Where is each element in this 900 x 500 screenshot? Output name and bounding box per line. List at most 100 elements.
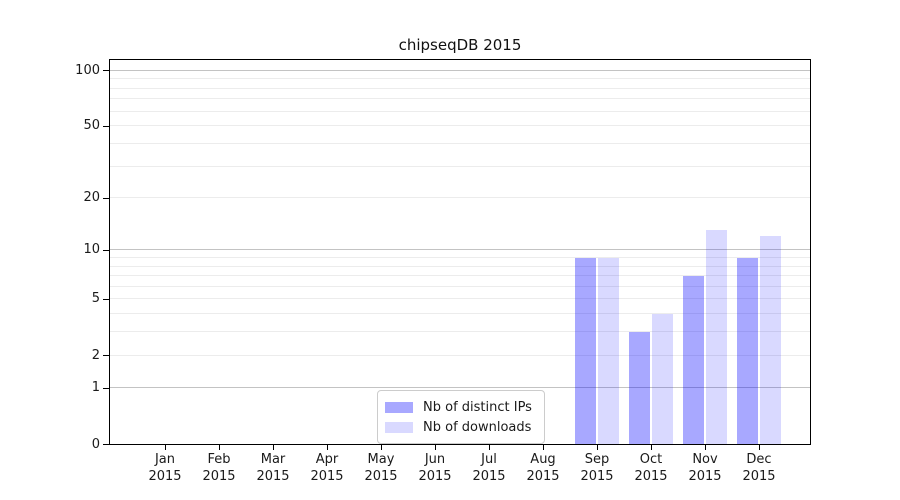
x-tick-mark (542, 445, 544, 450)
legend-item-downloads: Nb of downloads (385, 417, 536, 437)
x-tick-mark (596, 445, 598, 450)
x-tick-label-sep: Sep 2015 (567, 451, 627, 485)
x-tick-year: 2015 (688, 469, 722, 484)
gridline-minor (110, 285, 810, 287)
x-tick-year: 2015 (634, 469, 668, 484)
bar-downloads-oct (652, 313, 673, 444)
x-tick-year: 2015 (202, 469, 236, 484)
gridline-minor (110, 298, 810, 300)
x-tick-month: Jan (154, 452, 176, 467)
y-tick-label: 20 (83, 190, 100, 206)
x-tick-year: 2015 (472, 469, 506, 484)
gridline-minor (110, 98, 810, 100)
gridline-minor (110, 78, 810, 80)
y-tick-label: 10 (83, 242, 100, 258)
x-tick-year: 2015 (148, 469, 182, 484)
gridline-major (110, 69, 810, 71)
gridline-major (110, 387, 810, 389)
gridline-minor (110, 165, 810, 167)
gridline-minor (110, 110, 810, 112)
y-tick-label: 1 (91, 380, 100, 396)
x-tick-mark (380, 445, 382, 450)
bar-distinct-ips-oct (629, 331, 650, 444)
x-tick-year: 2015 (256, 469, 290, 484)
x-tick-month: May (367, 452, 395, 467)
x-tick-label-aug: Aug 2015 (513, 451, 573, 485)
x-tick-year: 2015 (310, 469, 344, 484)
legend: Nb of distinct IPs Nb of downloads (377, 390, 545, 444)
gridline-minor (110, 354, 810, 356)
gridline-minor (110, 197, 810, 199)
x-tick-label-nov: Nov 2015 (675, 451, 735, 485)
x-tick-month: Mar (260, 452, 286, 467)
x-tick-month: Sep (584, 452, 610, 467)
y-tick-label: 50 (83, 118, 100, 134)
y-tick-mark (103, 249, 109, 251)
x-tick-label-may: May 2015 (351, 451, 411, 485)
y-tick-mark (103, 197, 109, 199)
x-tick-month: Oct (639, 452, 663, 467)
x-tick-month: Nov (692, 452, 718, 467)
bar-downloads-sep (598, 257, 619, 444)
legend-label-downloads: Nb of downloads (423, 419, 532, 435)
y-tick-mark (103, 355, 109, 357)
x-tick-mark (164, 445, 166, 450)
x-tick-mark (488, 445, 490, 450)
x-tick-label-apr: Apr 2015 (297, 451, 357, 485)
bar-downloads-dec (760, 236, 781, 444)
x-tick-label-jul: Jul 2015 (459, 451, 519, 485)
x-tick-year: 2015 (526, 469, 560, 484)
legend-item-distinct-ips: Nb of distinct IPs (385, 397, 536, 417)
gridline-minor (110, 257, 810, 259)
gridline-minor (110, 142, 810, 144)
y-tick-mark (103, 298, 109, 300)
x-tick-label-feb: Feb 2015 (189, 451, 249, 485)
x-tick-mark (218, 445, 220, 450)
x-tick-year: 2015 (742, 469, 776, 484)
x-tick-label-jan: Jan 2015 (135, 451, 195, 485)
gridline-minor (110, 275, 810, 277)
x-tick-month: Dec (746, 452, 772, 467)
x-tick-mark (326, 445, 328, 450)
bar-distinct-ips-nov (683, 275, 704, 444)
bar-distinct-ips-sep (575, 257, 596, 444)
y-tick-mark (103, 70, 109, 72)
y-tick-mark (103, 125, 109, 127)
x-tick-month: Apr (315, 452, 339, 467)
legend-swatch-distinct-ips (385, 401, 413, 413)
bar-downloads-nov (706, 230, 727, 444)
x-tick-year: 2015 (580, 469, 614, 484)
gridline-minor (110, 313, 810, 315)
bar-distinct-ips-dec (737, 257, 758, 444)
legend-swatch-downloads (385, 421, 413, 433)
gridline-minor (110, 265, 810, 267)
gridline-minor (110, 87, 810, 89)
x-tick-label-dec: Dec 2015 (729, 451, 789, 485)
x-tick-mark (272, 445, 274, 450)
x-tick-year: 2015 (418, 469, 452, 484)
gridline-major (110, 249, 810, 251)
y-tick-mark (103, 387, 109, 389)
legend-label-distinct-ips: Nb of distinct IPs (423, 399, 532, 415)
x-tick-month: Feb (207, 452, 231, 467)
x-tick-mark (650, 445, 652, 450)
y-tick-label: 5 (91, 291, 100, 307)
x-tick-mark (704, 445, 706, 450)
gridline-minor (110, 125, 810, 127)
x-tick-month: Jul (481, 452, 497, 467)
x-tick-month: Aug (530, 452, 556, 467)
x-tick-label-mar: Mar 2015 (243, 451, 303, 485)
y-tick-mark (103, 444, 109, 445)
y-tick-label: 0 (91, 436, 100, 452)
y-tick-label: 2 (91, 347, 100, 363)
x-tick-year: 2015 (364, 469, 398, 484)
y-tick-label: 100 (75, 62, 100, 78)
x-tick-mark (434, 445, 436, 450)
x-tick-month: Jun (424, 452, 446, 467)
x-tick-label-oct: Oct 2015 (621, 451, 681, 485)
plot-area: Nb of distinct IPs Nb of downloads (109, 59, 811, 445)
gridline-minor (110, 331, 810, 333)
x-tick-label-jun: Jun 2015 (405, 451, 465, 485)
x-tick-mark (758, 445, 760, 450)
